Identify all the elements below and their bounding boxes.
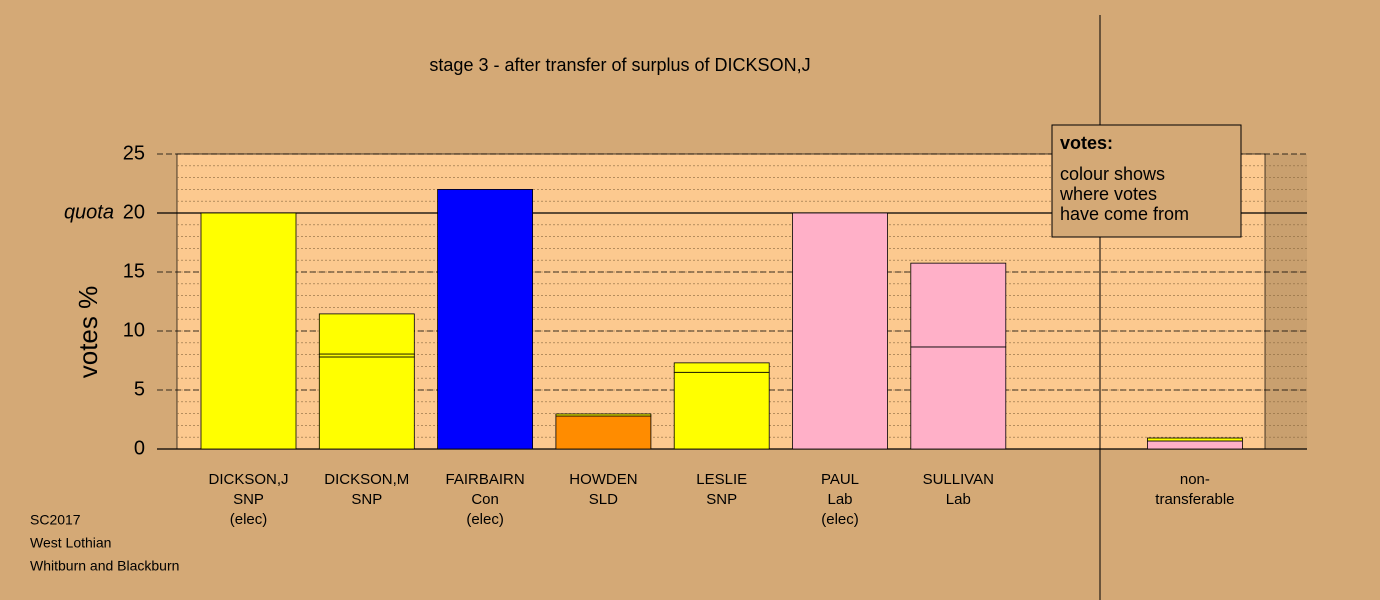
x-tick-label: (elec) bbox=[466, 511, 504, 528]
x-tick-label: Con bbox=[471, 491, 499, 508]
x-tick-label: (elec) bbox=[230, 511, 268, 528]
y-tick-label: 15 bbox=[123, 260, 145, 282]
legend: votes: colour shows where votes have com… bbox=[1051, 124, 1242, 238]
legend-title: votes: bbox=[1060, 133, 1113, 153]
bar-segment bbox=[555, 415, 652, 450]
y-tick-label: 10 bbox=[123, 319, 145, 341]
bar-segment bbox=[910, 346, 1007, 450]
y-axis-label: votes % bbox=[73, 286, 103, 379]
x-tick-label: SNP bbox=[233, 491, 264, 508]
chart-title: stage 3 - after transfer of surplus of D… bbox=[429, 55, 810, 75]
legend-text: where votes bbox=[1059, 184, 1157, 204]
x-tick-label: SNP bbox=[351, 491, 382, 508]
x-tick-label: DICKSON,M bbox=[324, 471, 409, 488]
bar-segment bbox=[1147, 437, 1243, 442]
x-tick-label: PAUL bbox=[821, 471, 859, 488]
x-tick-label: FAIRBAIRN bbox=[446, 471, 525, 488]
x-tick-label: LESLIE bbox=[696, 471, 747, 488]
x-tick-label: SULLIVAN bbox=[923, 471, 994, 488]
x-tick-label: DICKSON,J bbox=[208, 471, 288, 488]
x-tick-label: Lab bbox=[946, 491, 971, 508]
x-tick-label: SNP bbox=[706, 491, 737, 508]
bar-segment bbox=[673, 362, 770, 373]
footer-text: SC2017 bbox=[30, 512, 81, 528]
bar-segment bbox=[673, 371, 770, 450]
bar-segment bbox=[437, 188, 534, 450]
x-tick-label: HOWDEN bbox=[569, 471, 637, 488]
x-tick-label: (elec) bbox=[821, 511, 859, 528]
y-tick-label: 0 bbox=[134, 437, 145, 459]
bar-segment bbox=[1147, 440, 1243, 450]
bar-segment bbox=[318, 353, 415, 358]
bar-segment bbox=[318, 313, 415, 355]
y-tick-label: 20 bbox=[123, 201, 145, 223]
bar-segment bbox=[910, 262, 1007, 348]
legend-text: colour shows bbox=[1060, 164, 1165, 184]
y-tick-label: 5 bbox=[134, 378, 145, 400]
x-tick-label: non- bbox=[1180, 471, 1210, 488]
right-band bbox=[1265, 154, 1307, 449]
footer-text: West Lothian bbox=[30, 535, 111, 551]
legend-box bbox=[1051, 124, 1242, 238]
quota-label: quota bbox=[64, 201, 114, 223]
y-tick-label: 25 bbox=[123, 142, 145, 164]
bar-segment bbox=[555, 413, 652, 417]
bar-segment bbox=[200, 212, 297, 450]
x-tick-label: SLD bbox=[589, 491, 618, 508]
x-tick-label: Lab bbox=[827, 491, 852, 508]
footer-text: Whitburn and Blackburn bbox=[30, 558, 179, 574]
legend-text: have come from bbox=[1060, 204, 1189, 224]
x-tick-label: transferable bbox=[1155, 491, 1234, 508]
bar-segment bbox=[318, 356, 415, 450]
bar-segment bbox=[792, 212, 888, 450]
